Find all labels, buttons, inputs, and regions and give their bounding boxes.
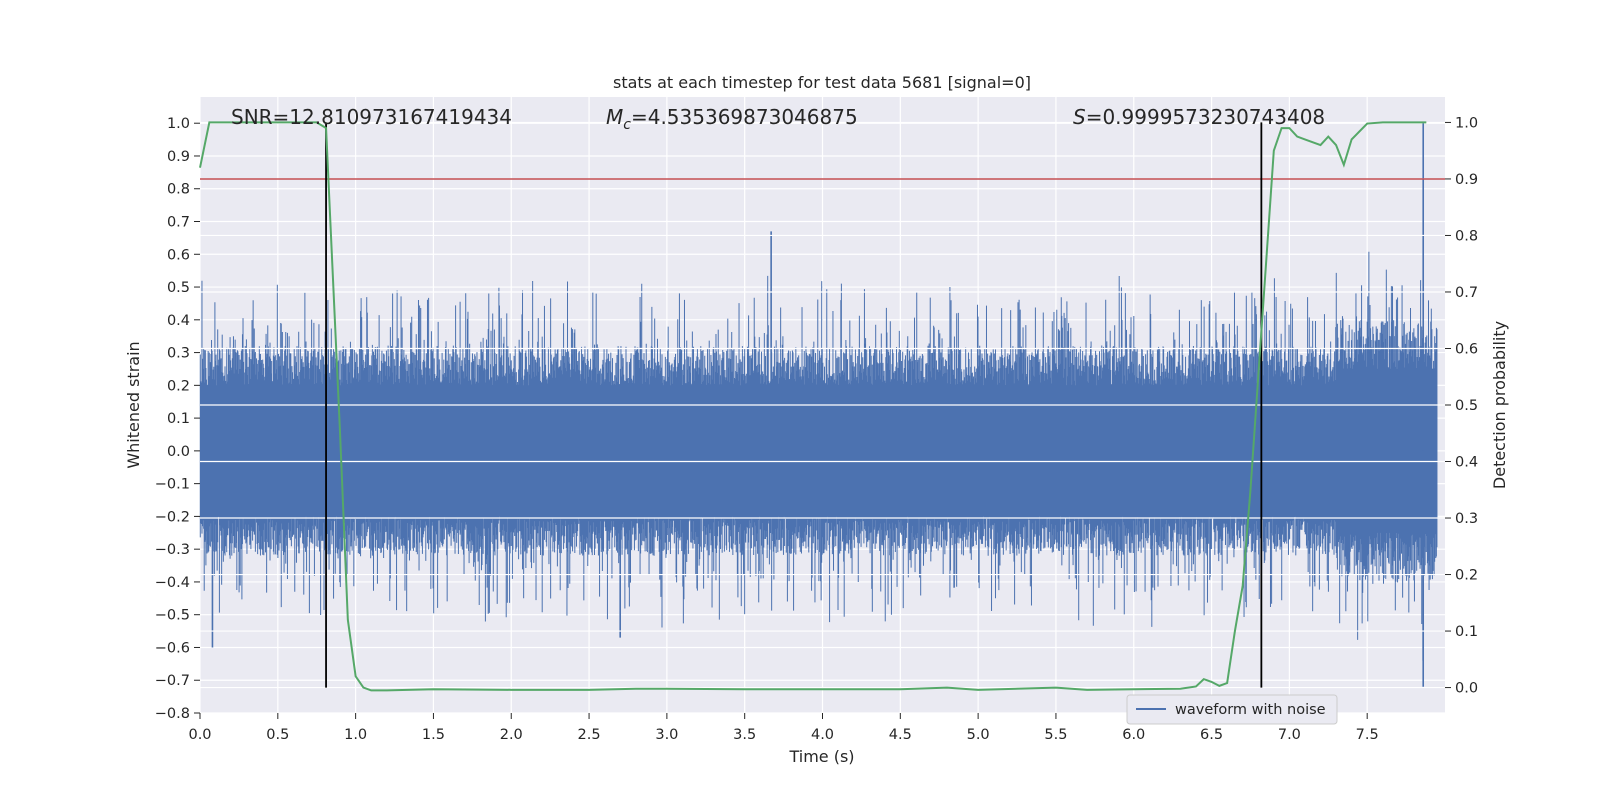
left-tick-label: 0.4 — [167, 313, 190, 329]
left-axis-ticks: 1.0 0.9 0.8 0.7 0.6 0.5 0.4 0.3 0.2 0.1 0.0 −0.1 −0.… — [155, 116, 200, 722]
waveform-series — [199, 123, 1438, 687]
score-value: =0.9999573230743408 — [1086, 105, 1325, 129]
left-tick-label: −0.7 — [155, 673, 190, 689]
left-tick-label: 0.6 — [167, 247, 190, 263]
left-tick-label: −0.2 — [155, 509, 190, 525]
chirp-mass-symbol: M — [606, 105, 623, 129]
legend-waveform-label: waveform with noise — [1175, 702, 1326, 718]
x-tick-label: 5.5 — [1044, 727, 1067, 743]
x-tick-label: 7.0 — [1278, 727, 1301, 743]
left-tick-label: 0.0 — [167, 444, 190, 460]
x-tick-label: 6.0 — [1122, 727, 1145, 743]
x-tick-label: 0.5 — [266, 727, 289, 743]
right-tick-label: 0.8 — [1455, 228, 1478, 244]
x-tick-label: 3.0 — [655, 727, 678, 743]
right-tick-label: 0.7 — [1455, 285, 1478, 301]
x-tick-label: 1.5 — [422, 727, 445, 743]
right-tick-label: 0.1 — [1455, 624, 1478, 640]
waveform-core-band — [200, 401, 1438, 517]
x-tick-label: 2.0 — [500, 727, 523, 743]
right-axis-ticks: 1.0 0.9 0.8 0.7 0.6 0.5 0.4 0.3 0.2 0.1 0.0 — [1445, 115, 1478, 697]
left-tick-label: −0.1 — [155, 477, 190, 493]
x-tick-label: 1.0 — [344, 727, 367, 743]
x-axis-label: Time (s) — [788, 747, 854, 766]
left-tick-label: 0.8 — [167, 182, 190, 198]
chirp-mass-annotation: Mc=4.535369873046875 — [606, 105, 858, 133]
left-tick-label: 0.2 — [167, 378, 190, 394]
right-tick-label: 0.0 — [1455, 681, 1478, 697]
right-axis-label: Detection probability — [1490, 321, 1509, 489]
x-tick-label: 0.0 — [188, 727, 211, 743]
x-tick-label: 6.5 — [1200, 727, 1223, 743]
chirp-mass-value: =4.535369873046875 — [631, 105, 858, 129]
x-tick-label: 4.5 — [889, 727, 912, 743]
detection-probability-line — [199, 121, 1427, 692]
left-tick-label: 1.0 — [167, 116, 190, 132]
left-tick-label: 0.9 — [167, 149, 190, 165]
right-tick-label: 0.5 — [1455, 398, 1478, 414]
x-tick-label: 7.5 — [1356, 727, 1379, 743]
left-tick-label: 0.7 — [167, 215, 190, 231]
left-tick-label: 0.3 — [167, 346, 190, 362]
left-tick-label: −0.4 — [155, 575, 190, 591]
legend: waveform with noise — [1126, 694, 1338, 725]
right-tick-label: 0.2 — [1455, 568, 1478, 584]
snr-annotation: SNR=12.810973167419434 — [231, 105, 512, 129]
right-tick-label: 0.3 — [1455, 511, 1478, 527]
x-tick-label: 5.0 — [967, 727, 990, 743]
left-axis-label: Whitened strain — [124, 341, 143, 468]
right-tick-label: 0.9 — [1455, 172, 1478, 188]
left-tick-label: −0.3 — [155, 542, 190, 558]
left-tick-label: −0.6 — [155, 640, 190, 656]
left-tick-label: 0.5 — [167, 280, 190, 296]
x-tick-label: 2.5 — [578, 727, 601, 743]
left-tick-label: 0.1 — [167, 411, 190, 427]
right-tick-label: 0.6 — [1455, 341, 1478, 357]
left-tick-label: −0.5 — [155, 608, 190, 624]
x-axis-ticks: 0.0 0.5 1.0 1.5 2.0 2.5 3.0 3.5 4.0 4.5 5.0 5.5 6.0 6… — [188, 713, 1379, 743]
right-tick-label: 0.4 — [1455, 455, 1478, 471]
x-tick-label: 3.5 — [733, 727, 756, 743]
left-tick-label: −0.8 — [155, 706, 190, 722]
score-annotation: S=0.9999573230743408 — [1073, 105, 1325, 129]
score-symbol: S — [1073, 105, 1086, 129]
chirp-mass-subscript: c — [623, 117, 631, 133]
x-tick-label: 4.0 — [811, 727, 834, 743]
chart-title: stats at each timestep for test data 568… — [613, 73, 1031, 92]
right-tick-label: 1.0 — [1455, 115, 1478, 131]
legend-box — [1126, 694, 1338, 725]
overlay-lines — [199, 121, 1445, 692]
